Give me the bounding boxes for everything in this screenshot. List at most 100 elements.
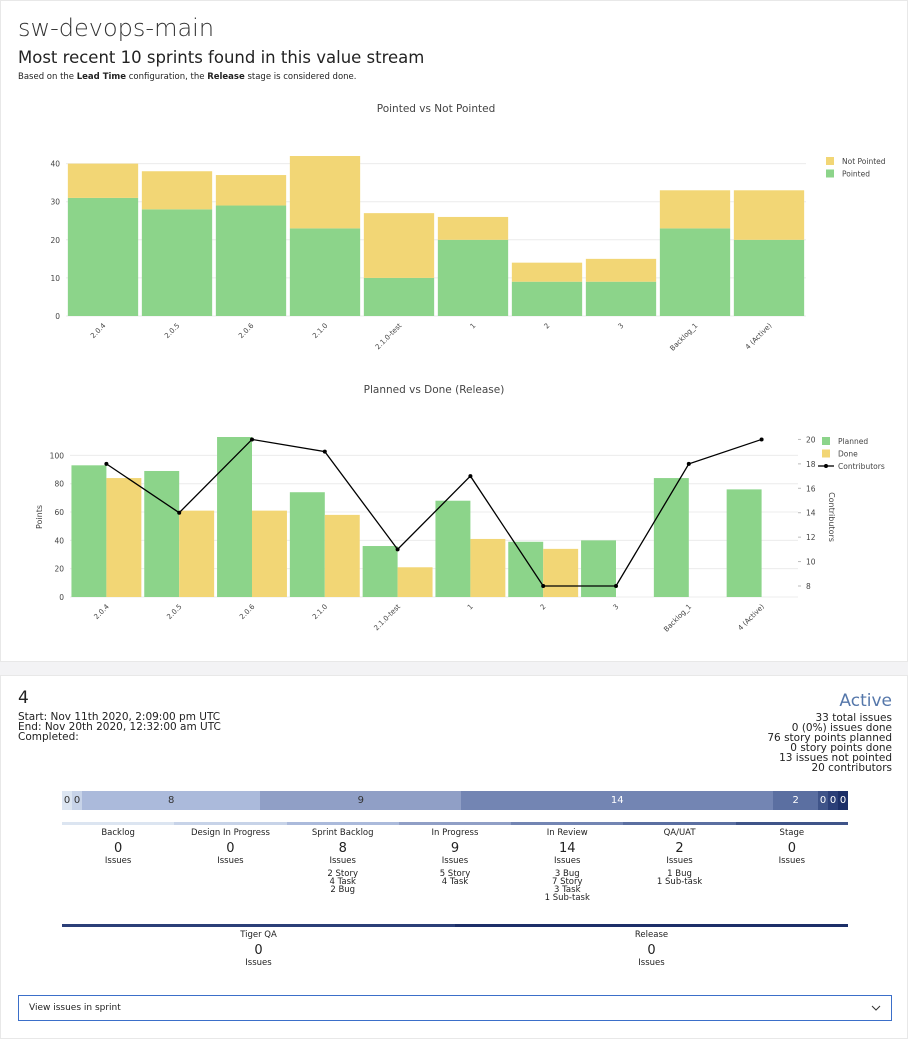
- stage-column: Design In Progress 0 Issues: [174, 822, 287, 902]
- bar-segment: [437, 239, 509, 316]
- legend-label: Done: [838, 450, 858, 459]
- sprint-date: End: Nov 20th 2020, 12:32:00 am UTC: [18, 721, 221, 733]
- sprint-status: Active: [839, 691, 892, 711]
- stage-segment: 8: [82, 791, 261, 810]
- y2-tick-label: 14: [806, 509, 816, 518]
- x-tick-label: Backlog_1: [662, 603, 693, 634]
- bar-segment: [733, 190, 805, 240]
- bar: [470, 538, 506, 597]
- line: [106, 438, 762, 587]
- bar: [179, 510, 215, 597]
- sprint-stat: 0 story points done: [790, 742, 892, 754]
- legend-swatch: [822, 449, 830, 458]
- bar: [508, 541, 544, 597]
- stage-row: Tiger QA 0 Issues Release 0 Issues: [62, 924, 848, 967]
- stage-segment: 9: [260, 791, 462, 810]
- stage-segment-label: 0: [829, 795, 837, 806]
- y2-tick-label: 8: [806, 582, 811, 591]
- bar-segment: [141, 209, 213, 316]
- stage-count: 0: [226, 841, 235, 856]
- bar: [144, 470, 180, 597]
- legend-label: Planned: [838, 437, 868, 446]
- stage-segment-label: 8: [168, 795, 175, 806]
- stage-column: In Progress 9 Issues 5 Story 4 Task: [398, 822, 512, 902]
- bar: [726, 489, 762, 597]
- breakdown-item: 3 Bug: [554, 869, 580, 879]
- note-part: Release: [207, 72, 245, 82]
- legend-swatch: [822, 437, 830, 445]
- x-tick-label: 3: [612, 603, 621, 612]
- stage-column: Stage 0 Issues: [735, 822, 848, 902]
- breakdown-item: 4 Task: [441, 877, 469, 887]
- line-point: [759, 437, 764, 442]
- stage-count: 8: [338, 841, 347, 856]
- stage-column: QA/UAT 2 Issues 1 Bug 1 Sub-task: [623, 822, 736, 902]
- note-part: configuration, the: [126, 72, 208, 82]
- sprint-name: 4: [18, 688, 29, 708]
- bar-segment: [289, 156, 361, 229]
- x-tick-label: 2.0.6: [237, 321, 256, 340]
- x-tick-label: 1: [469, 322, 478, 331]
- stage-breakdown: 1 Bug 1 Sub-task: [623, 869, 735, 887]
- breakdown-item: 2 Story: [327, 869, 358, 879]
- y-tick-label: 60: [54, 508, 64, 517]
- breakdown-item: 5 Story: [439, 869, 471, 879]
- y-tick-label: 20: [54, 565, 64, 574]
- bar: [106, 478, 142, 597]
- x-tick-label: 1: [466, 603, 475, 612]
- stage-segment: 14: [461, 791, 774, 810]
- line-point: [104, 461, 109, 466]
- bar-segment: [363, 277, 435, 316]
- dropdown-label: View issues in sprint: [29, 1003, 121, 1013]
- bar-segment: [733, 239, 805, 316]
- chevron: [871, 1005, 881, 1011]
- bar-segment: [659, 190, 731, 229]
- stage-unit: Issues: [638, 958, 665, 968]
- breakdown-item: 1 Bug: [667, 869, 692, 879]
- page-subtitle: Most recent 10 sprints found in this val…: [18, 48, 425, 67]
- line-point: [395, 547, 400, 552]
- sprint-issues-dropdown[interactable]: View issues in sprint: [18, 995, 892, 1021]
- x-tick-label: 2.0.6: [238, 602, 257, 621]
- bar: [252, 510, 287, 597]
- sprint-dates: Start: Nov 11th 2020, 2:09:00 pm UTC End:…: [18, 712, 221, 743]
- y2-tick-label: 16: [806, 484, 816, 493]
- stage-segment-label: 0: [63, 795, 71, 806]
- note-part: Based on the: [18, 72, 77, 82]
- breakdown-item: 1 Sub-task: [544, 893, 590, 903]
- y-tick-label: 0: [59, 593, 64, 602]
- stage-segment: 0: [838, 791, 849, 810]
- bar: [581, 540, 616, 597]
- x-tick-label: 2.1.0-test: [372, 603, 402, 633]
- stage-count: 14: [558, 841, 576, 856]
- stage-bar: 0 0 8 9 14 2 0 0 0: [62, 791, 849, 810]
- stage-count: 0: [114, 841, 123, 856]
- bar-segment: [659, 228, 731, 316]
- stage-unit: Issues: [104, 856, 132, 866]
- stage-segment: 0: [62, 791, 72, 810]
- stage-unit: Issues: [329, 856, 356, 866]
- stage-segment-label: 2: [792, 795, 799, 806]
- y-axis-label: Points: [35, 505, 44, 529]
- stage-segment-label: 0: [819, 795, 827, 806]
- bar-segment: [215, 205, 287, 316]
- y2-tick-label: 20: [806, 435, 816, 444]
- sprint-card: [0, 675, 908, 1039]
- stage-segment-label: 14: [610, 795, 624, 806]
- stage-unit: Issues: [217, 856, 244, 866]
- stage-count: 0: [647, 943, 656, 958]
- stage-name: Design In Progress: [190, 828, 270, 838]
- stage-segment: 0: [828, 791, 839, 810]
- chart-title: Pointed vs Not Pointed: [377, 103, 495, 115]
- bar: [289, 492, 325, 597]
- bar: [543, 548, 579, 597]
- y-tick-label: 40: [54, 536, 64, 545]
- x-tick-label: 2: [539, 603, 548, 612]
- bar-segment: [511, 262, 583, 282]
- y2-tick-label: 18: [806, 460, 816, 469]
- breakdown-item: 4 Task: [329, 877, 356, 887]
- bar: [362, 546, 398, 597]
- x-tick-label: 2.1.0: [311, 322, 329, 340]
- stage-count: 0: [787, 841, 796, 856]
